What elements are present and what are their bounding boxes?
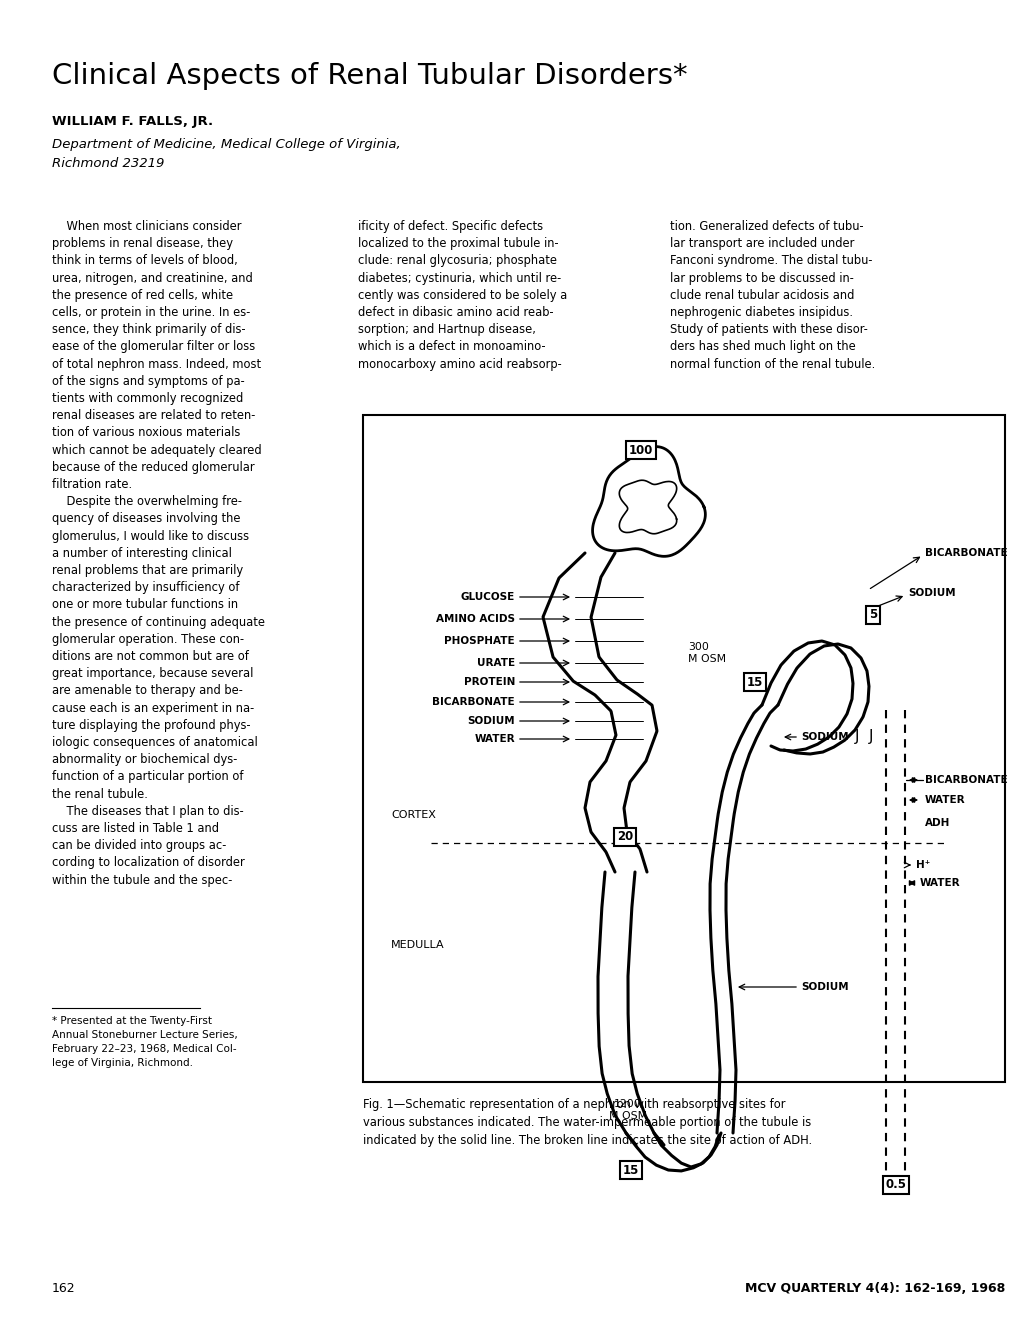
Text: 15: 15 bbox=[623, 1164, 639, 1177]
Text: 5: 5 bbox=[868, 609, 876, 622]
Text: BICARBONATE: BICARBONATE bbox=[432, 697, 515, 706]
Text: BICARBONATE: BICARBONATE bbox=[924, 775, 1007, 786]
Text: URATE: URATE bbox=[477, 658, 515, 668]
Text: GLUCOSE: GLUCOSE bbox=[461, 592, 515, 602]
Text: MCV QUARTERLY 4(4): 162-169, 1968: MCV QUARTERLY 4(4): 162-169, 1968 bbox=[744, 1282, 1004, 1296]
Text: SODIUM: SODIUM bbox=[907, 588, 955, 598]
Text: ificity of defect. Specific defects
localized to the proximal tubule in-
clude: : ificity of defect. Specific defects loca… bbox=[358, 220, 567, 370]
Text: 100: 100 bbox=[628, 443, 652, 456]
Text: H⁺: H⁺ bbox=[915, 861, 929, 870]
Text: MEDULLA: MEDULLA bbox=[390, 940, 444, 950]
Text: WATER: WATER bbox=[474, 734, 515, 743]
Text: 20: 20 bbox=[616, 830, 633, 844]
Text: WILLIAM F. FALLS, JR.: WILLIAM F. FALLS, JR. bbox=[52, 115, 213, 128]
Text: J: J bbox=[854, 729, 858, 745]
Text: Department of Medicine, Medical College of Virginia,: Department of Medicine, Medical College … bbox=[52, 138, 400, 152]
Text: CORTEX: CORTEX bbox=[390, 811, 435, 820]
Text: WATER: WATER bbox=[919, 878, 960, 888]
Text: J: J bbox=[868, 729, 872, 745]
Text: Richmond 23219: Richmond 23219 bbox=[52, 157, 164, 170]
Text: BICARBONATE: BICARBONATE bbox=[924, 548, 1007, 558]
Text: * Presented at the Twenty-First
Annual Stoneburner Lecture Series,
February 22–2: * Presented at the Twenty-First Annual S… bbox=[52, 1016, 237, 1068]
Text: ADH: ADH bbox=[924, 818, 950, 828]
Text: Clinical Aspects of Renal Tubular Disorders*: Clinical Aspects of Renal Tubular Disord… bbox=[52, 62, 687, 90]
Text: 15: 15 bbox=[746, 676, 762, 688]
Text: 0.5: 0.5 bbox=[884, 1178, 906, 1191]
Text: Fig. 1—Schematic representation of a nephron with reabsorptive sites for
various: Fig. 1—Schematic representation of a nep… bbox=[363, 1098, 811, 1147]
Text: 300
M OSM: 300 M OSM bbox=[688, 642, 726, 664]
Text: 1200
M OSM: 1200 M OSM bbox=[608, 1099, 646, 1120]
Text: AMINO ACIDS: AMINO ACIDS bbox=[435, 614, 515, 623]
Text: PHOSPHATE: PHOSPHATE bbox=[444, 637, 515, 646]
Text: SODIUM: SODIUM bbox=[800, 731, 848, 742]
Text: SODIUM: SODIUM bbox=[467, 716, 515, 726]
Text: When most clinicians consider
problems in renal disease, they
think in terms of : When most clinicians consider problems i… bbox=[52, 220, 265, 887]
Text: 162: 162 bbox=[52, 1282, 75, 1296]
Text: WATER: WATER bbox=[924, 795, 965, 805]
Text: PROTEIN: PROTEIN bbox=[464, 677, 515, 687]
Bar bbox=[363, 415, 1004, 1082]
Text: tion. Generalized defects of tubu-
lar transport are included under
Fanconi synd: tion. Generalized defects of tubu- lar t… bbox=[669, 220, 874, 370]
Text: SODIUM: SODIUM bbox=[800, 982, 848, 992]
